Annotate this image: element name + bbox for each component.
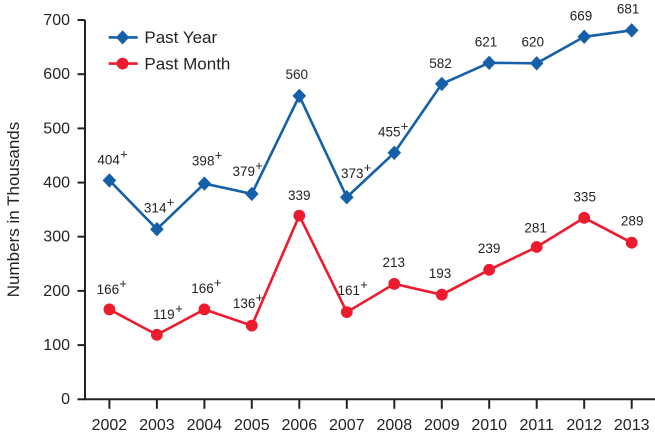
svg-text:2011: 2011 (519, 417, 554, 434)
svg-text:Past Year: Past Year (144, 28, 217, 47)
svg-text:500: 500 (43, 120, 70, 137)
svg-text:2012: 2012 (566, 417, 602, 434)
svg-text:2005: 2005 (234, 417, 270, 434)
svg-text:Numbers in Thousands: Numbers in Thousands (4, 122, 23, 297)
svg-text:669: 669 (570, 8, 593, 23)
svg-text:2002: 2002 (92, 417, 128, 434)
svg-text:+: + (175, 301, 183, 316)
svg-text:300: 300 (43, 229, 70, 246)
svg-text:+: + (255, 158, 263, 173)
svg-text:2006: 2006 (282, 417, 318, 434)
svg-text:398: 398 (192, 153, 215, 168)
svg-text:239: 239 (478, 241, 501, 256)
svg-text:335: 335 (573, 189, 596, 204)
svg-text:0: 0 (61, 391, 70, 408)
svg-text:Past Month: Past Month (144, 54, 230, 73)
svg-text:560: 560 (286, 67, 309, 82)
svg-text:373: 373 (341, 166, 364, 181)
svg-text:400: 400 (43, 175, 70, 192)
svg-text:119: 119 (153, 307, 175, 322)
svg-text:+: + (214, 275, 222, 290)
svg-text:193: 193 (429, 266, 452, 281)
svg-text:700: 700 (43, 12, 70, 29)
svg-text:620: 620 (522, 35, 545, 50)
svg-text:582: 582 (429, 56, 452, 71)
svg-text:+: + (215, 147, 223, 162)
svg-text:161: 161 (338, 283, 361, 298)
svg-text:+: + (256, 290, 264, 305)
svg-text:281: 281 (524, 221, 547, 236)
svg-text:681: 681 (617, 1, 640, 16)
svg-text:+: + (401, 118, 409, 133)
svg-text:+: + (167, 195, 175, 210)
svg-text:404: 404 (97, 152, 120, 167)
svg-text:2009: 2009 (424, 417, 460, 434)
svg-text:2004: 2004 (187, 417, 223, 434)
svg-text:600: 600 (43, 66, 70, 83)
svg-text:2003: 2003 (139, 417, 175, 434)
svg-text:+: + (119, 276, 127, 291)
svg-text:2010: 2010 (471, 417, 507, 434)
svg-text:+: + (364, 160, 372, 175)
svg-text:136: 136 (233, 296, 256, 311)
svg-text:339: 339 (288, 188, 311, 203)
svg-text:455: 455 (378, 124, 401, 139)
svg-text:621: 621 (475, 35, 498, 50)
svg-text:166: 166 (191, 281, 214, 296)
svg-text:314: 314 (144, 201, 167, 216)
svg-text:166: 166 (97, 282, 120, 297)
svg-text:+: + (360, 277, 368, 292)
svg-text:+: + (120, 146, 128, 161)
svg-text:379: 379 (233, 164, 256, 179)
svg-text:2008: 2008 (377, 417, 413, 434)
svg-text:213: 213 (383, 255, 406, 270)
svg-text:200: 200 (43, 283, 70, 300)
svg-text:100: 100 (43, 337, 70, 354)
svg-text:2007: 2007 (329, 417, 365, 434)
svg-text:289: 289 (621, 214, 644, 229)
svg-text:2013: 2013 (614, 417, 650, 434)
